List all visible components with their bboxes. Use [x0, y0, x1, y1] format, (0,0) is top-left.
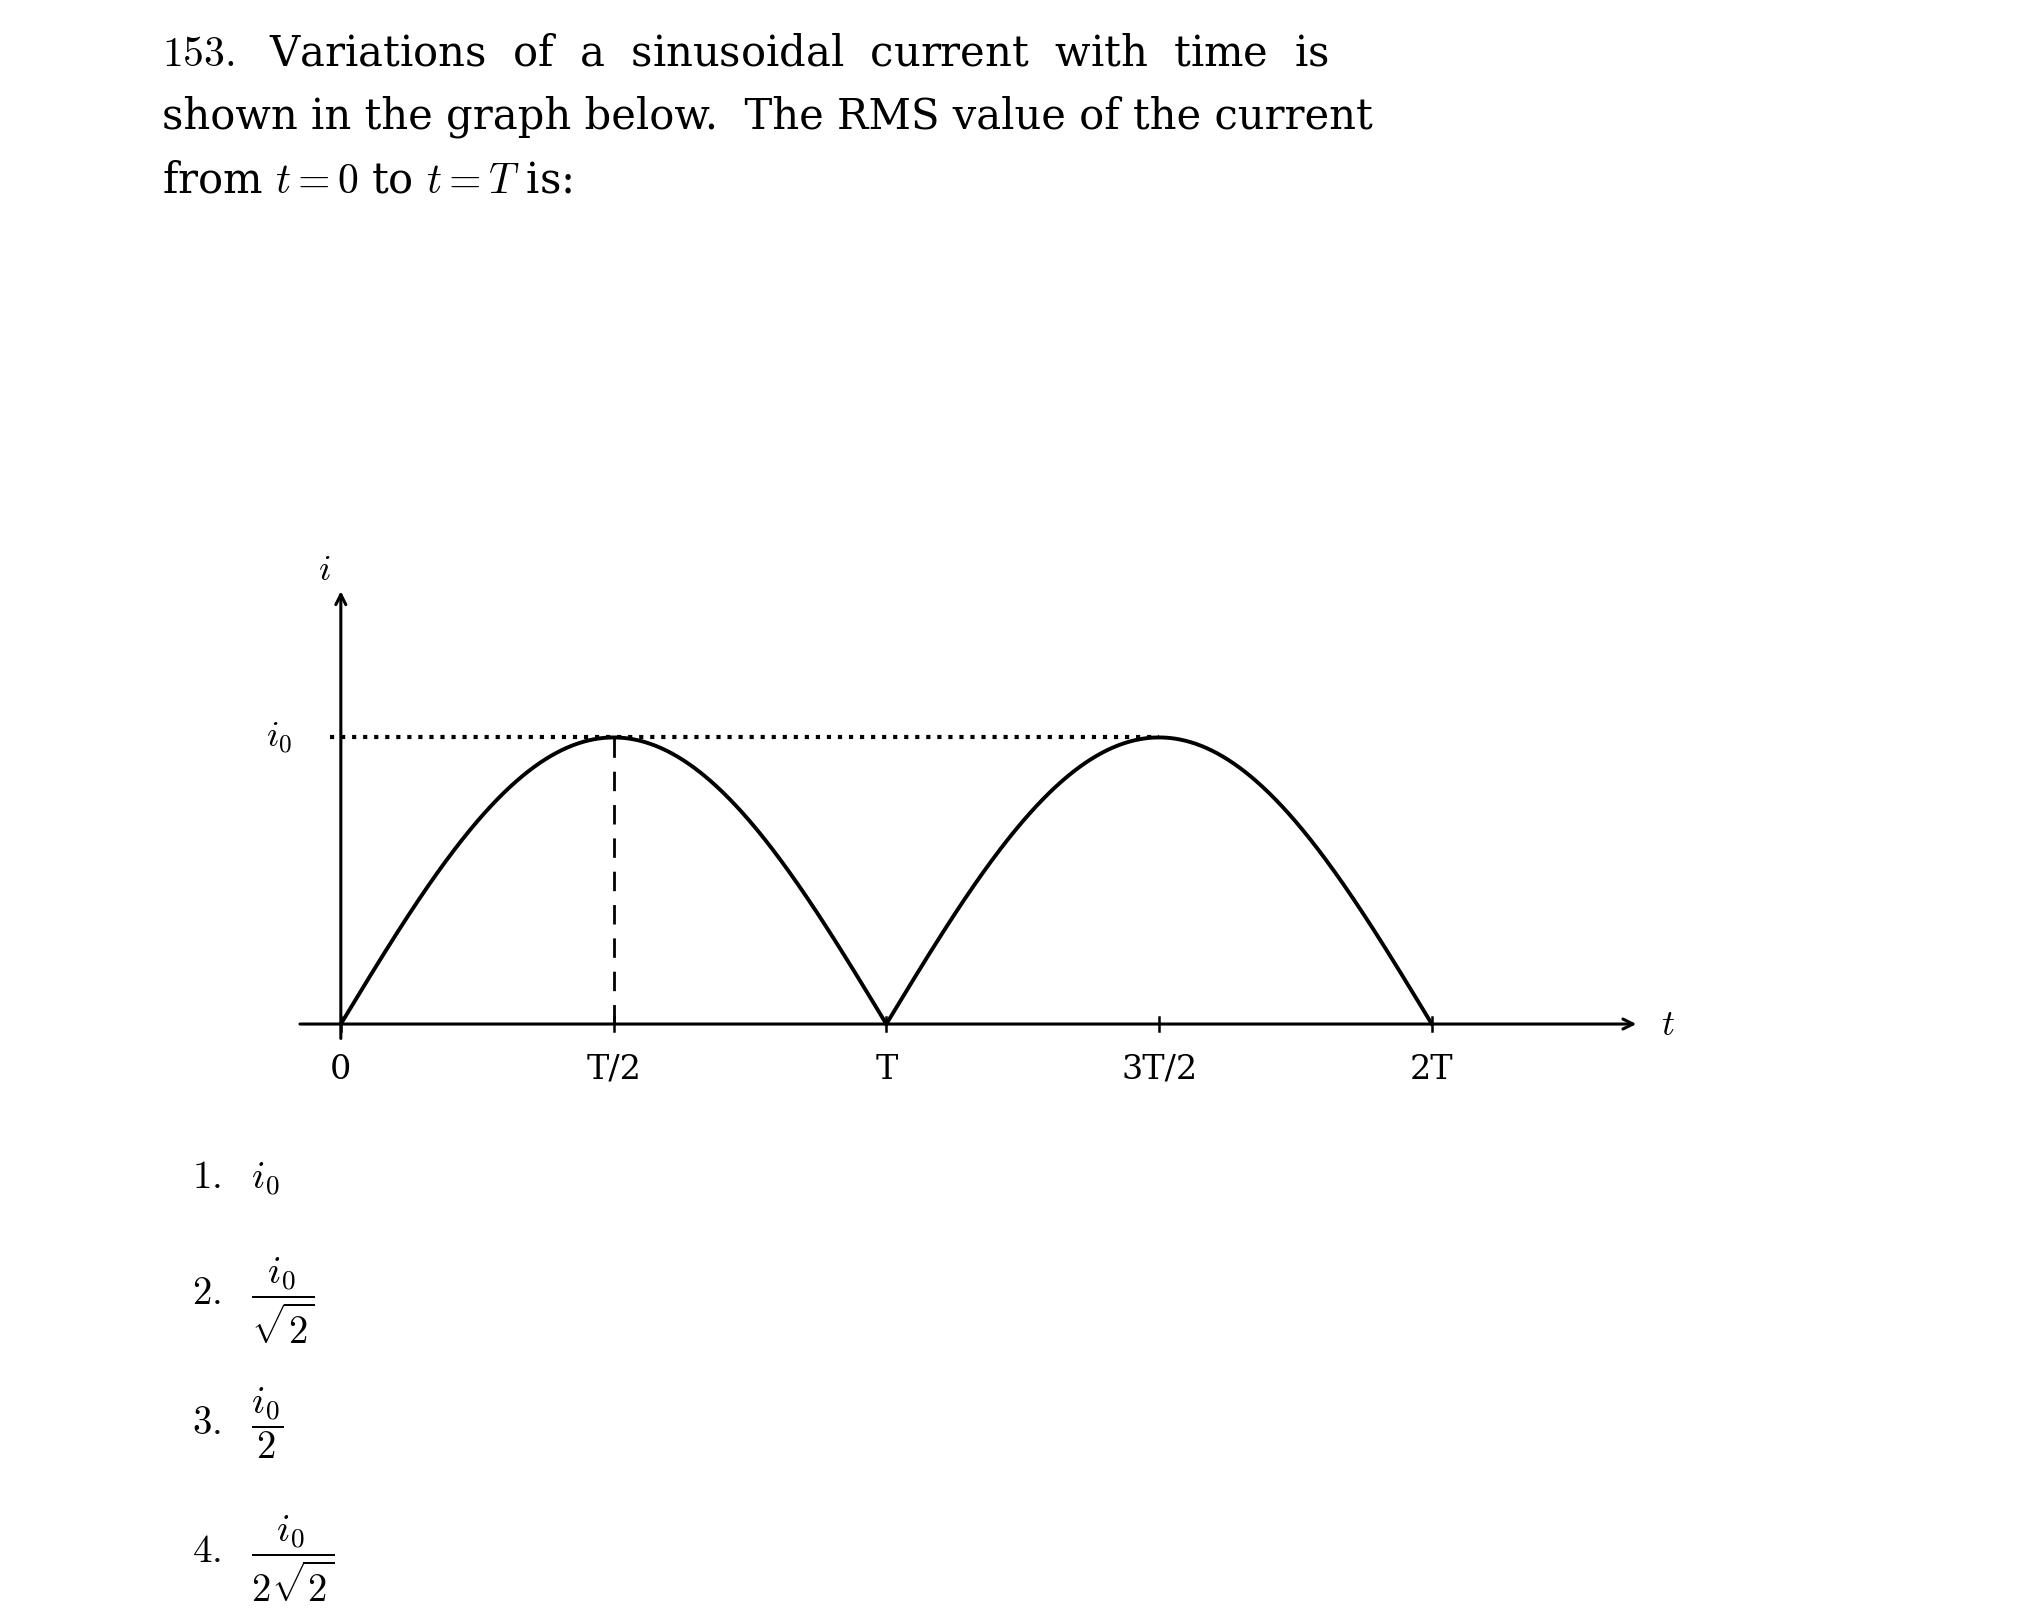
Text: $3.\ \ \dfrac{i_0}{2}$: $3.\ \ \dfrac{i_0}{2}$	[192, 1384, 283, 1459]
Text: $4.\ \ \dfrac{i_0}{2\sqrt{2}}$: $4.\ \ \dfrac{i_0}{2\sqrt{2}}$	[192, 1513, 334, 1604]
Text: $2.\ \ \dfrac{i_0}{\sqrt{2}}$: $2.\ \ \dfrac{i_0}{\sqrt{2}}$	[192, 1255, 315, 1345]
Text: 2T: 2T	[1409, 1053, 1454, 1086]
Text: $t$: $t$	[1660, 1008, 1674, 1042]
Text: 3T/2: 3T/2	[1120, 1053, 1197, 1086]
Text: 0: 0	[330, 1053, 352, 1086]
Text: $i$: $i$	[317, 552, 332, 586]
Text: $\mathbf{153.}$  Variations  of  a  sinusoidal  current  with  time  is
shown in: $\mathbf{153.}$ Variations of a sinusoid…	[162, 32, 1373, 201]
Text: $i_0$: $i_0$	[265, 721, 291, 756]
Text: T: T	[876, 1053, 898, 1086]
Text: $1.\ \ i_0$: $1.\ \ i_0$	[192, 1159, 279, 1198]
Text: T/2: T/2	[586, 1053, 641, 1086]
